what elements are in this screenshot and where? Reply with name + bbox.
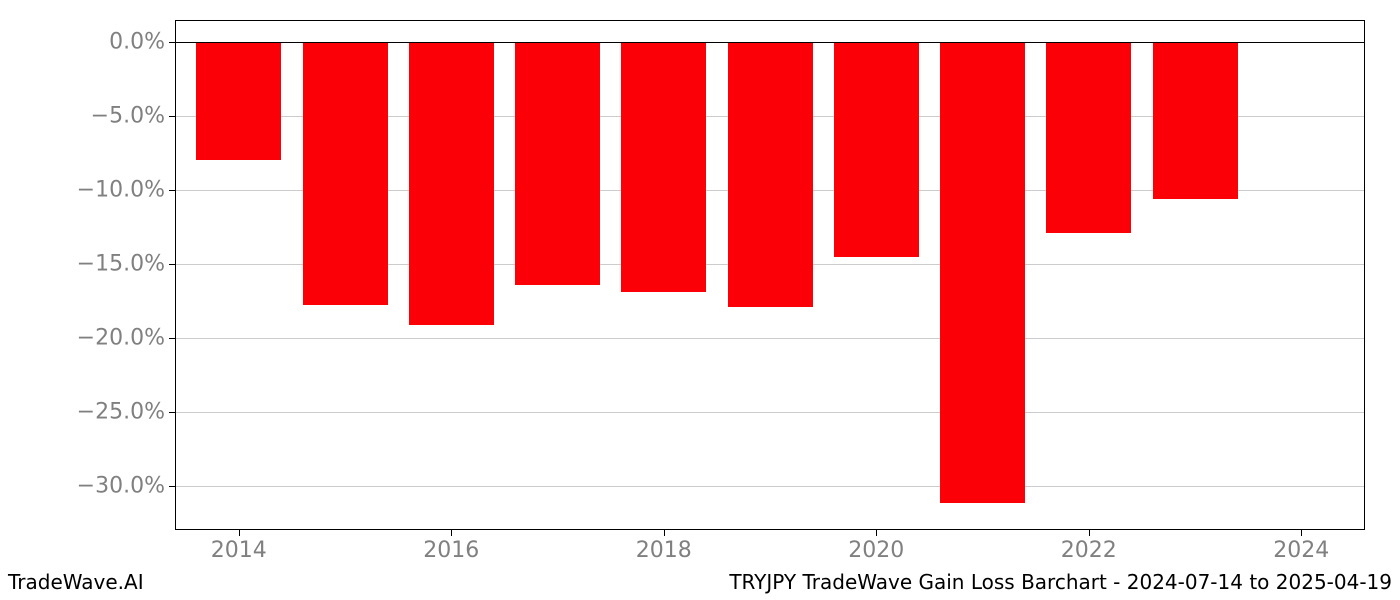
bar: [515, 42, 600, 284]
bar: [834, 42, 919, 256]
x-tick-label: 2018: [636, 530, 692, 563]
x-tick-label: 2024: [1273, 530, 1329, 563]
y-gridline: [175, 412, 1365, 413]
bar: [1153, 42, 1238, 199]
bar: [940, 42, 1025, 503]
y-tick-label: −15.0%: [77, 251, 175, 276]
x-tick-label: 2016: [423, 530, 479, 563]
y-tick-label: −10.0%: [77, 178, 175, 203]
y-tick-label: −20.0%: [77, 325, 175, 350]
bar: [196, 42, 281, 160]
y-tick-label: 0.0%: [109, 30, 175, 55]
x-tick-label: 2022: [1061, 530, 1117, 563]
y-tick-label: −30.0%: [77, 473, 175, 498]
y-tick-label: −5.0%: [91, 104, 175, 129]
y-tick-label: −25.0%: [77, 399, 175, 424]
x-tick-label: 2014: [211, 530, 267, 563]
y-gridline: [175, 486, 1365, 487]
y-gridline: [175, 338, 1365, 339]
plot-spine-top: [175, 20, 1365, 21]
bar: [621, 42, 706, 292]
bar: [728, 42, 813, 307]
bar: [303, 42, 388, 305]
bar-chart: 0.0%−5.0%−10.0%−15.0%−20.0%−25.0%−30.0%2…: [175, 20, 1365, 530]
zero-line: [175, 42, 1365, 43]
plot-spine-right: [1364, 20, 1365, 530]
bar: [409, 42, 494, 324]
bar: [1046, 42, 1131, 233]
plot-spine-bottom: [175, 529, 1365, 530]
x-tick-label: 2020: [848, 530, 904, 563]
plot-spine-left: [175, 20, 176, 530]
footer-right-text: TRYJPY TradeWave Gain Loss Barchart - 20…: [729, 570, 1392, 594]
footer-left-text: TradeWave.AI: [8, 570, 144, 594]
